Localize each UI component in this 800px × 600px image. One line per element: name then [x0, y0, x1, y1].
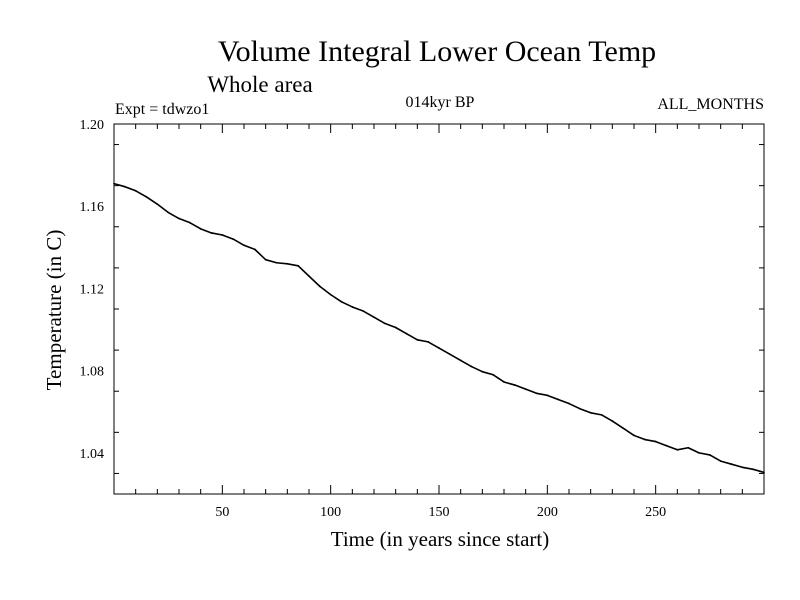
- data-point: [438, 347, 440, 349]
- data-point: [719, 460, 722, 463]
- data-point: [297, 264, 300, 267]
- data-point: [546, 394, 549, 397]
- y-tick-label: 1.16: [80, 200, 105, 215]
- data-point: [145, 196, 148, 198]
- chart-subtitle: Whole area: [207, 72, 312, 97]
- data-point: [448, 353, 451, 356]
- data-point: [351, 306, 354, 308]
- y-tick-label: 1.04: [80, 447, 105, 462]
- data-point: [373, 316, 375, 319]
- data-point: [178, 217, 180, 220]
- y-axis-label: Temperature (in C): [42, 230, 66, 391]
- data-point: [654, 440, 657, 443]
- data-point: [589, 411, 592, 414]
- data-point: [557, 398, 560, 401]
- data-point: [730, 463, 733, 466]
- plot-frame: [113, 123, 765, 495]
- data-point: [600, 413, 603, 416]
- data-point: [329, 293, 332, 296]
- data-point: [503, 381, 505, 383]
- data-point: [643, 438, 646, 441]
- data-point: [253, 248, 256, 251]
- data-point: [275, 261, 278, 264]
- data-point: [481, 370, 484, 373]
- data-point: [383, 322, 386, 325]
- experiment-label: Expt = tdwzo1: [115, 101, 209, 118]
- months-label: ALL_MONTHS: [657, 96, 764, 113]
- x-tick-label: 200: [537, 505, 558, 520]
- data-point: [763, 471, 765, 474]
- data-point: [622, 427, 625, 430]
- data-point: [459, 359, 462, 362]
- data-point: [134, 189, 137, 192]
- data-point: [687, 446, 690, 449]
- plot-area: 50 100 150 200 250 1.04 1.08 1.12 1.16 1.20: [80, 118, 765, 520]
- y-tick-label: 1.08: [80, 365, 105, 380]
- period-label: 014kyr BP: [406, 94, 475, 111]
- data-point: [199, 227, 202, 230]
- data-point: [752, 468, 755, 471]
- data-point: [167, 211, 170, 214]
- data-point: [221, 234, 224, 236]
- x-tick-label: 150: [429, 505, 450, 520]
- data-point: [318, 285, 321, 288]
- data-point: [513, 384, 516, 386]
- data-point: [665, 444, 668, 447]
- data-point: [123, 185, 126, 188]
- data-point: [633, 434, 635, 437]
- series-line: [113, 182, 765, 474]
- data-point: [611, 420, 614, 422]
- data-point: [492, 373, 495, 376]
- data-point: [524, 388, 527, 391]
- data-point: [156, 203, 159, 206]
- data-point: [362, 310, 365, 312]
- data-point: [741, 466, 744, 469]
- data-point: [676, 448, 679, 451]
- chart-title: Volume Integral Lower Ocean Temp: [218, 35, 656, 68]
- data-point: [394, 326, 397, 329]
- y-tick-label: 1.20: [80, 118, 105, 133]
- y-tick-label: 1.12: [80, 282, 105, 297]
- data-point: [308, 275, 310, 278]
- data-point: [113, 182, 115, 185]
- x-tick-label: 50: [215, 505, 229, 520]
- data-point: [210, 232, 213, 234]
- data-point: [232, 238, 235, 241]
- data-point: [708, 454, 711, 456]
- data-point: [264, 258, 267, 261]
- x-tick-label: 250: [645, 505, 666, 520]
- data-point: [188, 221, 191, 224]
- x-axis-label: Time (in years since start): [331, 527, 550, 551]
- data-point: [698, 451, 700, 454]
- data-point: [405, 332, 408, 335]
- data-point: [470, 365, 473, 368]
- data-point: [340, 300, 343, 303]
- data-point: [286, 262, 289, 265]
- x-tick-label: 100: [320, 505, 341, 520]
- data-point: [243, 244, 245, 247]
- data-point: [427, 340, 430, 343]
- data-point: [568, 402, 570, 405]
- data-point: [578, 407, 581, 410]
- data-point: [416, 338, 419, 341]
- data-point: [535, 392, 538, 395]
